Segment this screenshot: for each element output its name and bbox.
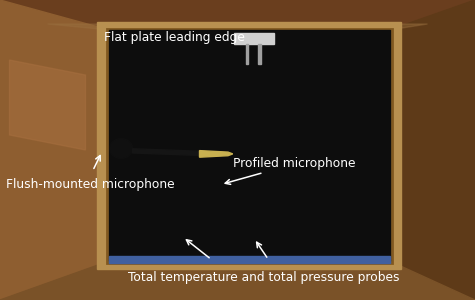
Text: Total temperature and total pressure probes: Total temperature and total pressure pro… <box>128 271 399 284</box>
Polygon shape <box>48 24 428 30</box>
Bar <box>107 28 392 262</box>
Bar <box>234 33 275 44</box>
Polygon shape <box>0 0 475 30</box>
Text: Flat plate leading edge: Flat plate leading edge <box>104 31 246 44</box>
Ellipse shape <box>110 139 133 158</box>
Polygon shape <box>0 261 475 300</box>
Bar <box>109 30 390 261</box>
Bar <box>97 22 401 268</box>
Text: Profiled microphone: Profiled microphone <box>233 157 356 170</box>
Polygon shape <box>0 0 109 300</box>
Polygon shape <box>200 151 233 157</box>
Bar <box>246 44 248 64</box>
Polygon shape <box>10 60 86 150</box>
Polygon shape <box>390 0 475 300</box>
Bar <box>109 256 390 262</box>
Text: Flush-mounted microphone: Flush-mounted microphone <box>6 178 175 191</box>
Bar <box>258 44 261 64</box>
Polygon shape <box>133 149 216 156</box>
